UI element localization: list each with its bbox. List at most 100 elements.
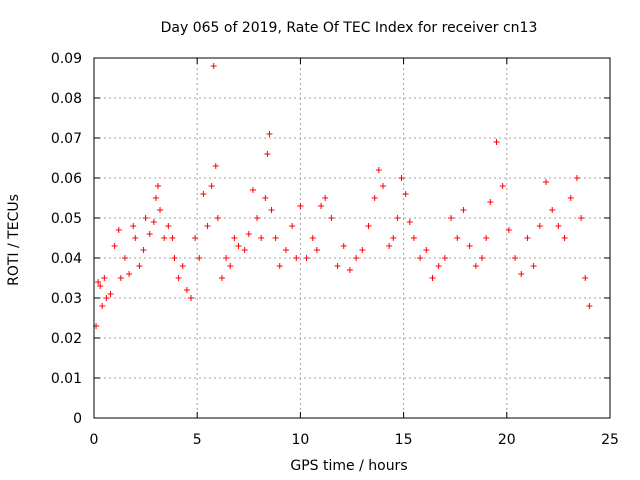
data-point <box>115 227 122 233</box>
data-point <box>313 247 320 253</box>
data-point <box>536 223 543 229</box>
data-point <box>543 179 550 185</box>
data-point <box>268 207 275 213</box>
x-tick-label: 15 <box>395 432 413 448</box>
y-tick-label: 0.03 <box>51 291 82 307</box>
data-point <box>150 219 157 225</box>
data-point <box>154 183 161 189</box>
data-point <box>334 263 341 269</box>
data-point <box>210 63 217 69</box>
data-point <box>472 263 479 269</box>
data-point <box>95 279 102 285</box>
data-point <box>487 199 494 205</box>
data-point <box>223 255 230 261</box>
y-tick-label: 0.01 <box>51 371 82 387</box>
data-point <box>146 231 153 237</box>
data-point <box>188 295 195 301</box>
data-point <box>483 235 490 241</box>
data-point <box>196 255 203 261</box>
data-point <box>322 195 329 201</box>
data-point <box>192 235 199 241</box>
y-tick-label: 0.09 <box>51 51 82 67</box>
data-point <box>99 303 106 309</box>
data-point <box>499 183 506 189</box>
data-point <box>346 267 353 273</box>
data-point <box>386 243 393 249</box>
data-point <box>276 263 283 269</box>
data-point <box>518 271 525 277</box>
data-point <box>423 247 430 253</box>
data-point <box>175 275 182 281</box>
data-point <box>282 247 289 253</box>
x-tick-label: 5 <box>193 432 202 448</box>
data-point <box>365 223 372 229</box>
plot-frame <box>93 57 611 419</box>
data-point <box>103 295 110 301</box>
data-point <box>245 231 252 237</box>
data-point <box>231 235 238 241</box>
x-tick-label: 25 <box>601 432 619 448</box>
data-point <box>241 247 248 253</box>
data-point <box>107 291 114 297</box>
grid-lines <box>94 58 610 418</box>
data-point <box>126 271 133 277</box>
data-point <box>512 255 519 261</box>
data-point <box>328 215 335 221</box>
data-point <box>406 219 413 225</box>
data-point <box>549 207 556 213</box>
data-point <box>179 263 186 269</box>
data-point <box>266 131 273 137</box>
data-point <box>208 183 215 189</box>
data-point <box>410 235 417 241</box>
data-point <box>161 235 168 241</box>
data-point <box>183 287 190 293</box>
data-point <box>165 223 172 229</box>
data-point <box>272 235 279 241</box>
data-point <box>561 235 568 241</box>
y-tick-label: 0.06 <box>51 171 82 187</box>
data-point <box>293 255 300 261</box>
data-point <box>297 203 304 209</box>
data-point <box>121 255 128 261</box>
data-point <box>441 255 448 261</box>
data-point <box>582 275 589 281</box>
data-points <box>93 63 593 329</box>
data-point <box>204 223 211 229</box>
data-point <box>555 223 562 229</box>
data-point <box>169 235 176 241</box>
data-point <box>493 139 500 145</box>
data-point <box>214 215 221 221</box>
data-point <box>417 255 424 261</box>
data-point <box>578 215 585 221</box>
data-point <box>318 203 325 209</box>
y-tick-labels: 0 0.01 0.02 0.03 0.04 0.05 0.06 0.07 0.08 0.09 <box>51 51 82 427</box>
data-point <box>157 207 164 213</box>
x-tick-label: 10 <box>291 432 309 448</box>
x-tick-labels: 0 5 10 15 20 25 <box>90 432 619 448</box>
data-point <box>448 215 455 221</box>
data-point <box>429 275 436 281</box>
data-point <box>136 263 143 269</box>
data-point <box>97 283 104 289</box>
data-point <box>258 235 265 241</box>
data-point <box>375 167 382 173</box>
data-point <box>212 163 219 169</box>
data-point <box>505 227 512 233</box>
y-tick-label: 0.07 <box>51 131 82 147</box>
data-point <box>101 275 108 281</box>
data-point <box>402 191 409 197</box>
data-point <box>309 235 316 241</box>
data-point <box>353 255 360 261</box>
data-point <box>254 215 261 221</box>
data-point <box>394 215 401 221</box>
data-point <box>130 223 137 229</box>
y-axis-title: ROTI / TECUs <box>6 194 22 286</box>
data-point <box>340 243 347 249</box>
data-point <box>111 243 118 249</box>
y-tick-label: 0 <box>73 411 82 427</box>
y-tick-label: 0.05 <box>51 211 82 227</box>
data-point <box>567 195 574 201</box>
data-point <box>524 235 531 241</box>
data-point <box>303 255 310 261</box>
